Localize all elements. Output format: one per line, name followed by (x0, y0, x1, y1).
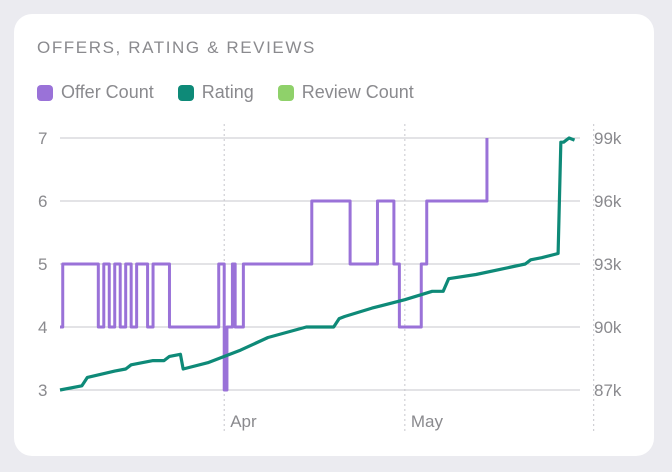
y-right-tick-label: 93k (594, 255, 622, 274)
series-line-offer-count (60, 138, 489, 392)
legend-item-offer-count[interactable]: Offer Count (37, 82, 154, 103)
legend-label-review-count: Review Count (301, 82, 414, 102)
y-left-tick-label: 3 (38, 381, 47, 400)
legend-label-offer-count: Offer Count (61, 82, 154, 102)
legend-item-review-count[interactable]: Review Count (277, 82, 414, 103)
legend-swatch-review-count (277, 84, 294, 101)
y-right-tick-label: 99k (594, 129, 622, 148)
x-tick-label: May (411, 412, 444, 431)
y-right-tick-label: 90k (594, 318, 622, 337)
y-right-tick-label: 87k (594, 381, 622, 400)
series-line-rating (59, 136, 576, 392)
legend-label-rating: Rating (201, 82, 254, 102)
chart-card (14, 14, 654, 456)
legend-swatch-offer-count (37, 84, 53, 101)
legend-swatch-rating (177, 84, 194, 101)
y-left-tick-label: 4 (38, 318, 47, 337)
y-left-tick-label: 7 (38, 129, 47, 148)
legend-item-rating[interactable]: Rating (177, 82, 254, 103)
legend: Offer Count Rating Review Count (37, 82, 438, 103)
chart-title: OFFERS, RATING & REVIEWS (37, 38, 316, 57)
y-left-tick-label: 6 (38, 192, 47, 211)
y-right-tick-label: 96k (594, 192, 622, 211)
y-left-tick-label: 5 (38, 255, 47, 274)
x-tick-label: Apr (230, 412, 257, 431)
